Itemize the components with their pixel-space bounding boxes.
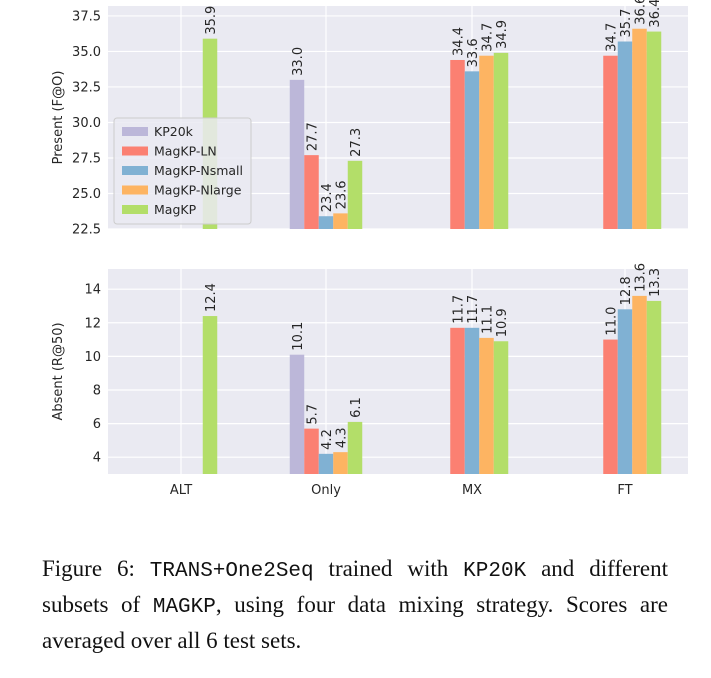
bar-value-label: 27.7 bbox=[306, 122, 321, 151]
bar bbox=[304, 428, 319, 474]
bar bbox=[347, 160, 363, 229]
bar bbox=[202, 316, 218, 474]
y-axis-label: Absent (R@50) bbox=[51, 322, 66, 420]
bar-value-label: 10.1 bbox=[291, 322, 306, 351]
caption-text-3: , using four data mixing strategy. Score… bbox=[42, 592, 668, 653]
legend-swatch bbox=[122, 146, 148, 156]
bar bbox=[333, 213, 348, 229]
bar bbox=[493, 341, 509, 474]
bar-value-label: 34.7 bbox=[481, 23, 496, 52]
bar bbox=[347, 421, 363, 474]
bar-value-label: 36.4 bbox=[648, 0, 663, 28]
bar-value-label: 13.3 bbox=[648, 268, 663, 297]
bar-value-label: 12.4 bbox=[204, 283, 219, 312]
bar-value-label: 5.7 bbox=[306, 404, 321, 425]
x-tick-label: MX bbox=[462, 483, 482, 498]
bar-value-label: 23.4 bbox=[320, 183, 335, 212]
legend-label: MagKP-LN bbox=[154, 144, 217, 159]
bar-value-label: 35.9 bbox=[204, 6, 219, 35]
bar-value-label: 11.7 bbox=[452, 295, 467, 324]
bar bbox=[333, 452, 348, 474]
y-tick-label: 10 bbox=[84, 350, 101, 365]
bar-value-label: 6.1 bbox=[349, 397, 364, 418]
y-tick-label: 8 bbox=[93, 383, 101, 398]
legend-swatch bbox=[122, 127, 148, 136]
caption-magkp: MAGKP bbox=[152, 596, 216, 619]
bar bbox=[603, 55, 618, 229]
bar bbox=[493, 52, 509, 229]
bar-value-label: 13.6 bbox=[634, 263, 649, 292]
bar-value-label: 33.0 bbox=[291, 47, 306, 76]
legend-swatch bbox=[122, 185, 148, 195]
bar-value-label: 4.3 bbox=[335, 427, 350, 448]
bar bbox=[450, 327, 465, 474]
bar-value-label: 34.9 bbox=[495, 20, 510, 49]
bar-value-label: 11.7 bbox=[466, 295, 481, 324]
bar bbox=[617, 309, 633, 474]
bar-value-label: 10.9 bbox=[495, 308, 510, 337]
bar-value-label: 4.2 bbox=[320, 429, 335, 450]
bar bbox=[632, 28, 647, 229]
legend-swatch bbox=[122, 205, 148, 214]
caption-model-name: TRANS+One2Seq bbox=[149, 560, 314, 583]
x-tick-label: FT bbox=[617, 483, 632, 498]
bar-value-label: 27.3 bbox=[349, 128, 364, 157]
y-tick-label: 27.5 bbox=[72, 151, 101, 166]
bar-value-label: 12.8 bbox=[619, 276, 634, 305]
bar bbox=[464, 71, 480, 229]
y-tick-label: 32.5 bbox=[72, 80, 101, 95]
x-tick-label: Only bbox=[311, 483, 341, 498]
bar bbox=[289, 354, 305, 474]
chart-figure: 22.5 25.0 27.5 30.0 32.5 35.0 37.5 Present (F@O… bbox=[51, 0, 688, 498]
y-tick-label: 6 bbox=[93, 417, 101, 432]
bar-value-label: 11.1 bbox=[481, 305, 496, 334]
bar bbox=[632, 295, 647, 474]
legend-label: MagKP bbox=[154, 202, 197, 217]
plot-area bbox=[108, 269, 688, 474]
caption-text-2: and different subsets of bbox=[42, 556, 668, 617]
y-tick-label: 4 bbox=[93, 451, 101, 466]
caption-prefix: Figure 6: bbox=[42, 556, 150, 581]
bar bbox=[318, 216, 334, 229]
bar bbox=[646, 300, 662, 474]
bar-value-label: 33.6 bbox=[466, 38, 481, 67]
y-axis-label: Present (F@O) bbox=[51, 71, 66, 165]
caption-kp20k: KP20K bbox=[463, 560, 527, 583]
legend-label: MagKP-Nsmall bbox=[154, 163, 243, 178]
bar bbox=[646, 31, 662, 229]
bar bbox=[318, 453, 334, 474]
y-tick-label: 22.5 bbox=[72, 223, 101, 238]
legend-label: MagKP-Nlarge bbox=[154, 183, 242, 198]
bar bbox=[289, 79, 305, 230]
bar-value-label: 23.6 bbox=[335, 180, 350, 209]
bar bbox=[450, 59, 465, 230]
bar bbox=[603, 339, 618, 474]
bar-value-label: 11.0 bbox=[605, 307, 620, 336]
y-tick-label: 12 bbox=[84, 316, 101, 331]
legend-swatch bbox=[122, 166, 148, 175]
bar bbox=[617, 41, 633, 230]
y-tick-label: 25.0 bbox=[72, 187, 101, 202]
bar-value-label: 34.4 bbox=[452, 27, 467, 56]
y-tick-label: 30.0 bbox=[72, 116, 101, 131]
bar bbox=[304, 155, 319, 229]
bar-value-label: 35.7 bbox=[619, 9, 634, 38]
legend-box bbox=[113, 117, 252, 225]
caption-text-1: trained with bbox=[313, 556, 464, 581]
bar bbox=[479, 337, 494, 474]
bar-value-label: 36.6 bbox=[634, 0, 649, 25]
bar-value-label: 34.7 bbox=[605, 23, 620, 52]
figure-caption: Figure 6: TRANS+One2Seq trained with KP2… bbox=[42, 552, 668, 657]
bar bbox=[479, 55, 494, 229]
y-tick-label: 37.5 bbox=[72, 9, 101, 24]
y-tick-label: 14 bbox=[84, 283, 101, 298]
x-tick-label: ALT bbox=[170, 483, 192, 498]
bar bbox=[464, 327, 480, 474]
legend-label: KP20k bbox=[154, 124, 194, 139]
y-tick-label: 35.0 bbox=[72, 45, 101, 60]
